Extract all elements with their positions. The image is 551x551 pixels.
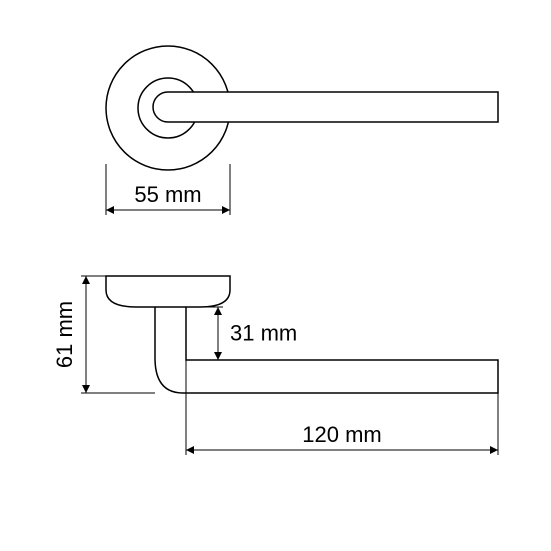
technical-drawing: 55 mm 31 mm 61 mm 120 mm — [0, 0, 551, 551]
svg-text:55 mm: 55 mm — [134, 182, 201, 207]
top-view — [106, 46, 498, 170]
svg-text:61 mm: 61 mm — [52, 301, 77, 368]
svg-text:120 mm: 120 mm — [302, 422, 381, 447]
svg-text:31 mm: 31 mm — [230, 321, 297, 346]
side-view — [106, 276, 498, 393]
